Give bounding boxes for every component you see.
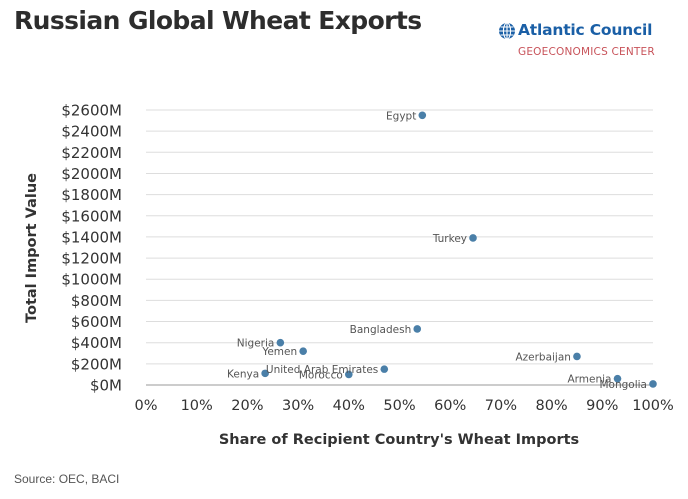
data-point	[613, 374, 622, 383]
x-tick-label: 70%	[485, 398, 517, 414]
x-tick-label: 60%	[434, 398, 466, 414]
x-axis-title: Share of Recipient Country's Wheat Impor…	[219, 432, 579, 448]
y-tick-label: $1000M	[61, 271, 122, 289]
globe-icon	[499, 22, 515, 40]
data-point	[649, 380, 657, 388]
data-point	[261, 369, 269, 378]
y-tick-label: $2600M	[61, 102, 122, 120]
data-point	[299, 347, 307, 355]
logo-subtitle: GEOECONOMICS CENTER	[518, 46, 655, 58]
data-points	[261, 111, 657, 388]
x-tick-label: 90%	[586, 398, 618, 414]
x-tick-label: 30%	[282, 398, 314, 414]
data-point	[413, 325, 422, 333]
data-point	[276, 338, 285, 347]
x-tick-label: 20%	[231, 398, 263, 414]
point-label: Mongolia	[600, 379, 648, 391]
x-tick-label: 0%	[134, 398, 157, 414]
point-label: Morocco	[299, 369, 343, 381]
x-tick-label: 80%	[535, 398, 567, 414]
x-tick-label: 10%	[181, 398, 213, 414]
point-label: Turkey	[432, 233, 467, 245]
logo-name: Atlantic Council	[518, 21, 653, 39]
data-point	[380, 365, 389, 373]
y-axis-ticks: $0M $200M $400M $600M $800M $1000M $1200M $1400…	[61, 102, 122, 395]
y-tick-label: $1800M	[61, 186, 122, 204]
point-label: Nigeria	[237, 338, 275, 350]
y-axis-title: Total Import Value	[24, 173, 40, 323]
point-label: Egypt	[386, 110, 416, 122]
data-point	[573, 352, 581, 361]
point-label: United Arab Emirates	[266, 364, 378, 376]
x-tick-label: 40%	[333, 398, 365, 414]
y-tick-label: $400M	[71, 334, 122, 352]
chart-title: Russian Global Wheat Exports	[14, 6, 422, 35]
y-tick-label: $600M	[71, 313, 122, 331]
y-tick-label: $0M	[90, 377, 122, 395]
x-axis-ticks: 0% 10% 20% 30% 40% 50% 60% 70% 80% 90% 100%	[134, 398, 673, 414]
point-label: Armenia	[567, 374, 611, 386]
point-label: Azerbaijan	[515, 351, 571, 363]
atlantic-council-logo: Atlantic Council GEOECONOMICS CENTER	[498, 18, 678, 64]
point-label: Kenya	[227, 368, 259, 380]
y-tick-label: $200M	[71, 355, 122, 373]
data-point	[345, 370, 353, 379]
y-tick-label: $1600M	[61, 207, 122, 225]
y-tick-label: $800M	[71, 292, 122, 310]
y-tick-label: $1200M	[61, 250, 122, 268]
source-note: Source: OEC, BACI	[14, 472, 120, 486]
point-label: Yemen	[261, 346, 297, 358]
x-tick-label: 100%	[632, 398, 673, 414]
y-tick-label: $2000M	[61, 165, 122, 183]
data-point	[418, 111, 427, 120]
gridlines	[146, 109, 653, 386]
y-tick-label: $2200M	[61, 144, 122, 162]
data-point	[469, 234, 477, 242]
y-tick-label: $2400M	[61, 123, 122, 141]
point-label: Bangladesh	[350, 324, 412, 336]
x-tick-label: 50%	[383, 398, 415, 414]
y-tick-label: $1400M	[61, 228, 122, 246]
